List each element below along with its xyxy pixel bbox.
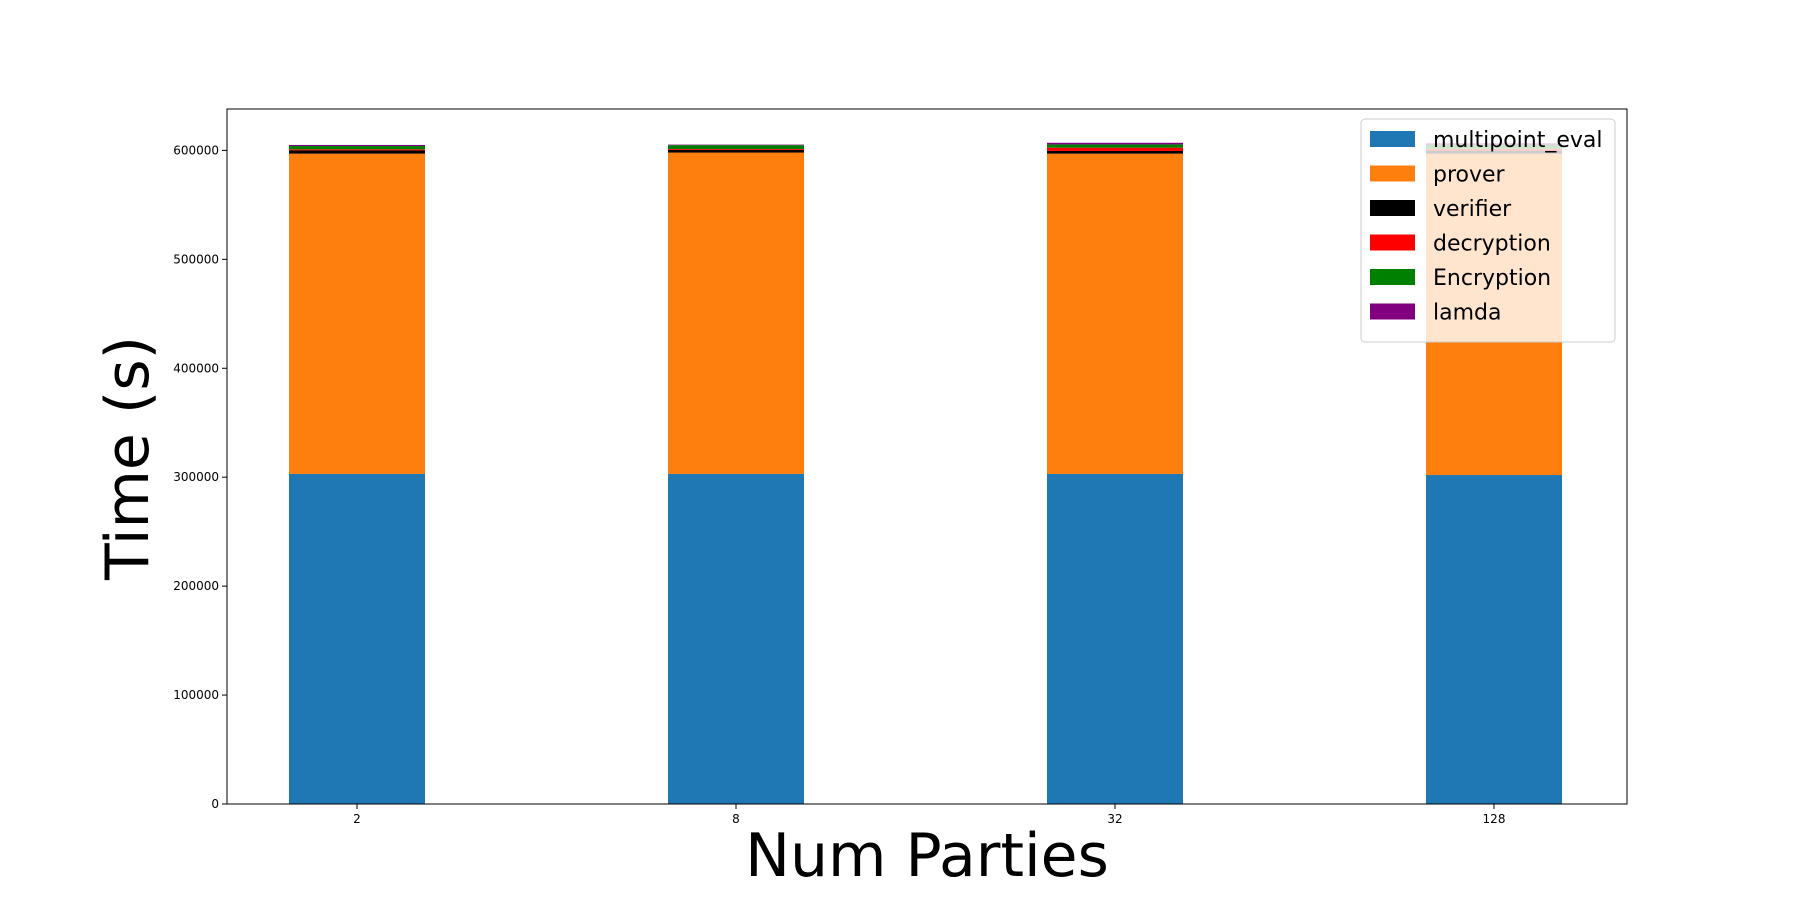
- bar-decryption-2: [289, 149, 425, 151]
- bar-lamda-32: [1047, 142, 1183, 145]
- legend-label: prover: [1433, 163, 1506, 188]
- bar-decryption-32: [1047, 147, 1183, 151]
- legend-swatch: [1370, 165, 1415, 182]
- bar-encryption-32: [1047, 144, 1183, 148]
- bar-lamda-2: [289, 144, 425, 147]
- legend-swatch: [1370, 131, 1415, 147]
- bar-prover-32: [1047, 153, 1183, 474]
- y-tick-label: 200000: [173, 579, 219, 593]
- x-tick-label: 32: [1107, 812, 1122, 826]
- bar-multipoint-eval-8: [668, 473, 804, 804]
- y-tick-label: 0: [211, 797, 219, 811]
- legend-swatch: [1370, 200, 1415, 216]
- y-tick-label: 400000: [173, 361, 219, 375]
- legend-swatch: [1370, 269, 1415, 285]
- legend-label: multipoint_eval: [1433, 128, 1602, 153]
- legend-label: lamda: [1433, 301, 1501, 326]
- bar-multipoint-eval-128: [1426, 475, 1562, 804]
- x-tick-label: 128: [1483, 812, 1506, 826]
- legend-label: verifier: [1433, 197, 1512, 222]
- bar-prover-2: [289, 153, 425, 474]
- plot-frame: [226, 108, 1628, 805]
- y-tick-label: 100000: [173, 688, 219, 702]
- bar-prover-8: [668, 152, 804, 474]
- bar-multipoint-eval-2: [289, 473, 425, 804]
- y-tick-label: 300000: [173, 470, 219, 484]
- bar-verifier-32: [1047, 150, 1183, 154]
- x-tick-label: 8: [732, 812, 740, 826]
- bar-decryption-8: [668, 148, 804, 150]
- y-tick-label: 500000: [173, 252, 219, 266]
- y-axis: 0 100000 200000 300000 400000 500000 600000: [173, 143, 227, 811]
- legend-label: Encryption: [1433, 266, 1551, 291]
- bar-encryption-2: [289, 146, 425, 150]
- x-axis-title: Num Parties: [745, 821, 1109, 891]
- legend-label: decryption: [1433, 232, 1551, 257]
- bar-verifier-2: [289, 150, 425, 154]
- y-tick-label: 600000: [173, 143, 219, 157]
- x-tick-label: 2: [353, 812, 361, 826]
- legend-swatch: [1370, 303, 1415, 320]
- legend-box: [1360, 118, 1616, 343]
- x-axis: 2 8 32 128: [353, 804, 1505, 826]
- y-axis-title: Time (s): [93, 336, 163, 581]
- bar-encryption-8: [668, 145, 804, 149]
- bar-lamda-8: [668, 144, 804, 146]
- bar-verifier-8: [668, 149, 804, 153]
- bar-multipoint-eval-32: [1047, 473, 1183, 804]
- legend-swatch: [1370, 234, 1415, 251]
